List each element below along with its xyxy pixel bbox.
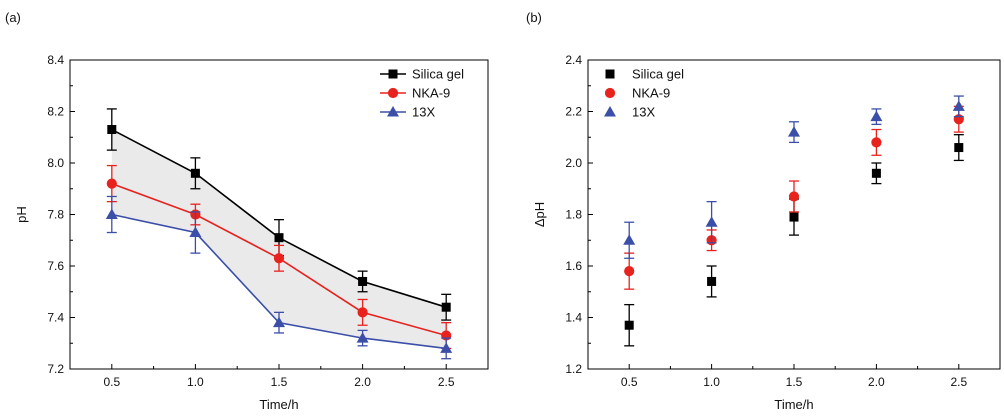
data-point [952,100,965,111]
data-point [707,276,717,286]
y-axis-label: pH [14,206,29,223]
series-silica-gel [624,134,964,347]
data-point [358,276,368,286]
panel-label: (b) [526,10,542,25]
x-axis-label: Time/h [259,397,298,412]
data-point [273,253,285,264]
data-point [788,126,800,137]
legend-label: 13X [632,105,655,120]
legend-marker [604,106,616,117]
y-tick-label: 8.2 [47,105,64,119]
y-tick-label: 1.4 [565,311,582,325]
legend-label: NKA-9 [412,86,450,101]
legend-label: 13X [412,105,435,120]
y-tick-label: 7.2 [47,362,64,376]
y-tick-label: 2.4 [565,53,582,67]
data-point [954,143,964,153]
data-point [624,266,635,277]
y-axis-label: ΔpH [532,202,547,227]
x-tick-label: 0.5 [103,375,120,389]
x-tick-label: 1.5 [786,375,803,389]
legend-marker [387,87,399,99]
data-point [357,307,368,318]
series-silica-gel [106,108,452,321]
legend-label: NKA-9 [632,86,670,101]
x-tick-label: 2.5 [950,375,967,389]
data-point [440,342,453,353]
x-tick-label: 1.0 [703,375,720,389]
data-point [356,332,369,343]
panel-label: (a) [5,10,21,25]
series-13x [105,195,453,360]
data-point [624,320,634,330]
data-point [871,137,882,148]
data-point [789,212,799,222]
panel-a: (a) 7.2 7.4 7.6 7.8 8.0 8.2 8.4 0.5 1.0 1.5 2.0 2.5 T… [5,10,489,412]
data-point [106,178,117,189]
x-tick-label: 2.5 [438,375,455,389]
x-tick-label: 1.0 [187,375,204,389]
data-point [705,216,718,227]
y-tick-label: 8.4 [47,53,64,67]
legend-label: Silica gel [412,67,464,82]
data-point [788,191,800,202]
data-point [107,125,117,135]
y-tick-label: 2.2 [565,105,582,119]
x-axis-label: Time/h [774,397,813,412]
legend-label: Silica gel [632,67,684,82]
panel-b: (b) 1.2 1.4 1.6 1.8 2.0 2.2 2.4 0.5 1.0 1.5 2.0 2.5 T… [526,10,1001,412]
y-tick-label: 1.2 [565,362,582,376]
series-13x [623,95,965,259]
data-point [274,233,284,243]
data-point [871,168,881,178]
data-point [273,316,285,328]
legend-marker [605,69,615,79]
legend-marker [604,87,616,99]
legend-marker [387,106,399,117]
legend: Silica gel NKA-9 13X [380,67,464,120]
data-point [623,234,636,245]
y-tick-label: 8.0 [47,156,64,170]
y-tick-label: 1.8 [565,208,582,222]
legend-marker [388,69,398,79]
x-tick-label: 0.5 [621,375,638,389]
y-tick-label: 1.6 [565,259,582,273]
data-point [190,168,200,178]
y-tick-label: 2.0 [565,156,582,170]
data-point [189,226,202,238]
x-tick-label: 2.0 [354,375,371,389]
data-point [870,110,883,122]
x-tick-label: 2.0 [868,375,885,389]
data-point [441,302,451,312]
x-tick-label: 1.5 [271,375,288,389]
y-tick-label: 7.8 [47,208,64,222]
legend: Silica gel NKA-9 13X [604,67,684,120]
y-tick-label: 7.4 [47,311,64,325]
data-point [105,208,118,219]
y-tick-label: 7.6 [47,259,64,273]
